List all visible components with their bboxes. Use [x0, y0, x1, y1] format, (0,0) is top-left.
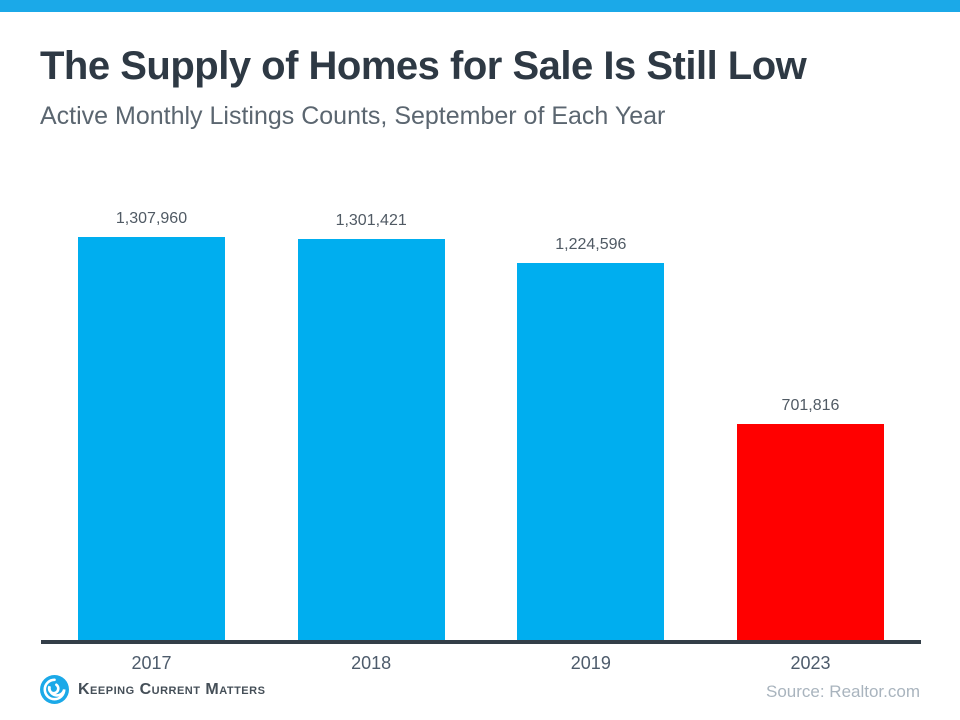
bar-value-label: 1,301,421 [335, 212, 407, 229]
x-tick-label: 2023 [790, 653, 831, 673]
page-subtitle: Active Monthly Listings Counts, Septembe… [40, 102, 666, 130]
x-tick-label: 2019 [570, 653, 611, 673]
bar-column: 1,307,960 [78, 210, 225, 640]
bar-column: 1,224,596 [517, 236, 665, 640]
bar [517, 263, 665, 640]
brand-logo-text: Keeping Current Matters [78, 680, 266, 698]
x-tick-label: 2017 [131, 653, 172, 673]
x-tick-label: 2018 [351, 653, 392, 673]
brand-logo: Keeping Current Matters [40, 675, 265, 704]
bar [297, 239, 445, 640]
bar [78, 237, 225, 640]
bar-value-label: 1,307,960 [115, 210, 188, 227]
top-accent-bar [0, 0, 960, 12]
bar-column: 701,816 [736, 397, 884, 640]
kcm-swirl-icon [40, 675, 69, 704]
bar [736, 424, 884, 640]
bar-value-label: 701,816 [781, 397, 840, 414]
plot-area: 1,307,960 1,301,421 1,224,596 701,816 [41, 180, 921, 644]
source-credit: Source: Realtor.com [765, 682, 920, 701]
x-axis-labels: 2017 2018 2019 2023 [41, 653, 921, 674]
page-title: The Supply of Homes for Sale Is Still Lo… [40, 44, 807, 88]
bar-column: 1,301,421 [297, 212, 445, 640]
bar-value-label: 1,224,596 [555, 236, 627, 253]
